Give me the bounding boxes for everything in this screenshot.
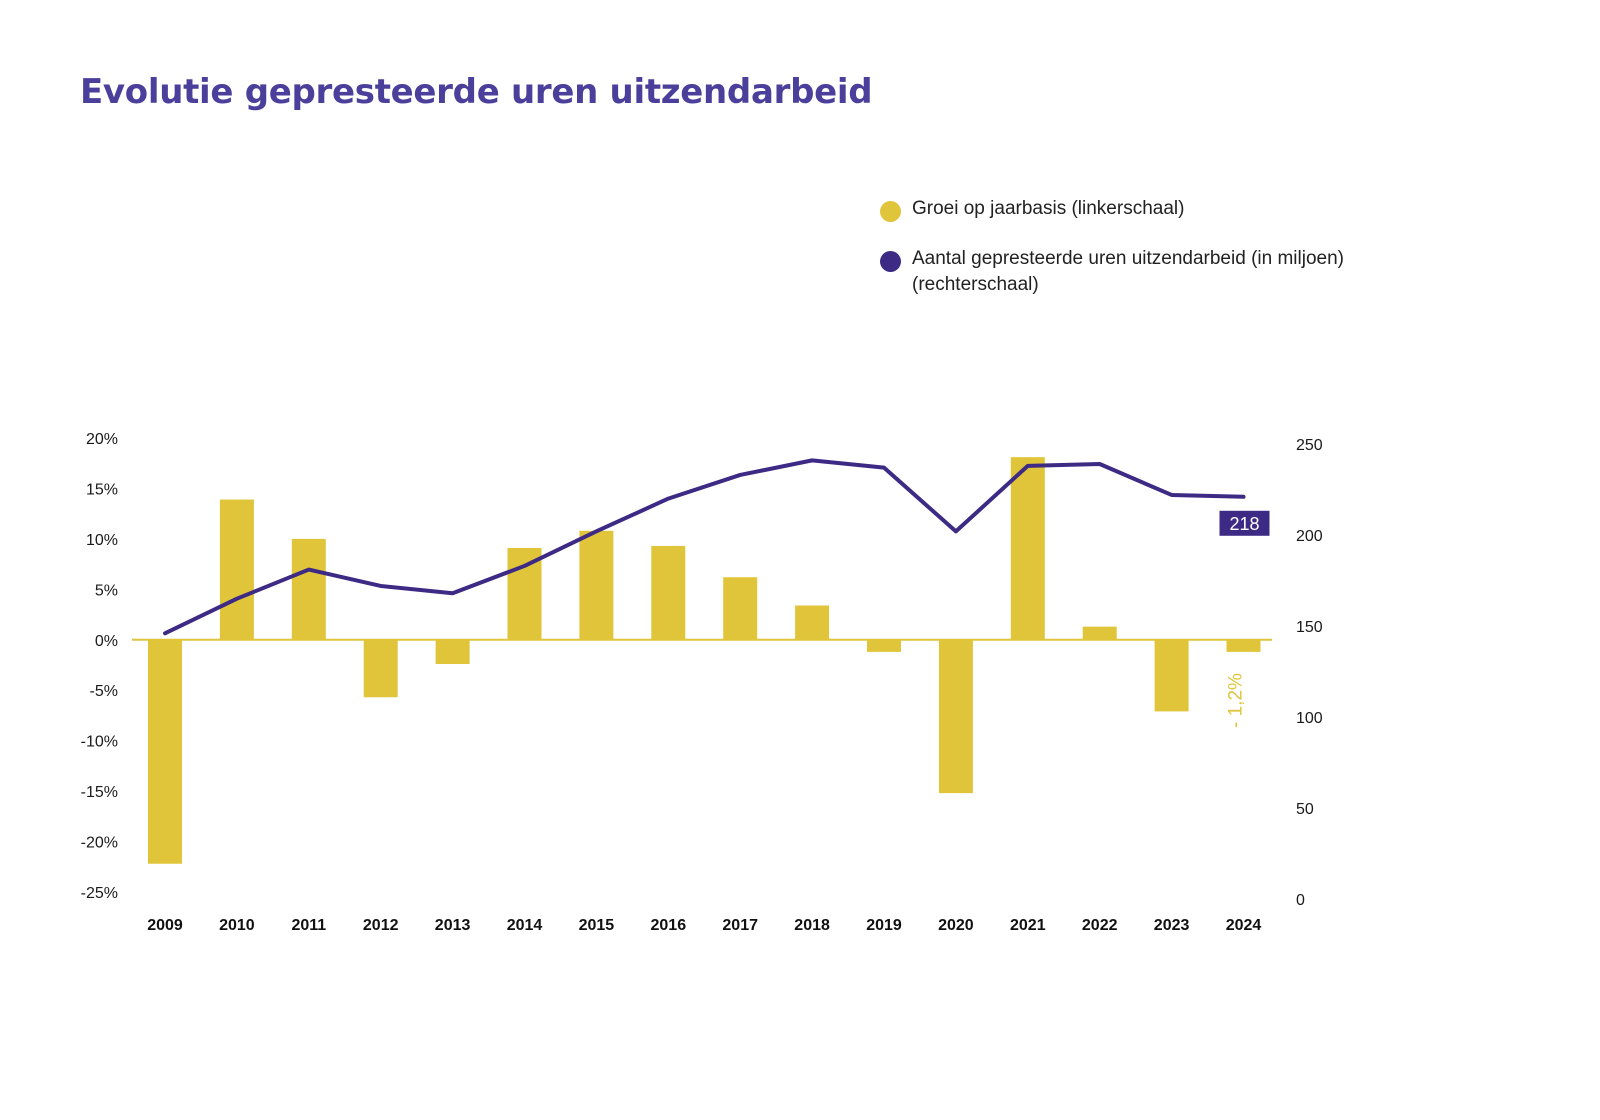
- left-tick-label: -15%: [81, 784, 118, 801]
- x-tick-label-2015: 2015: [579, 917, 615, 934]
- bar-2019: [867, 639, 901, 652]
- x-tick-label-2016: 2016: [651, 917, 687, 934]
- chart-title: Evolutie gepresteerde uren uitzendarbeid: [80, 72, 873, 112]
- right-tick-label: 0: [1296, 892, 1305, 909]
- bar-2022: [1082, 626, 1117, 640]
- left-tick-label: 0%: [95, 633, 118, 650]
- legend-swatch-hours: [880, 251, 901, 272]
- x-tick-label-2012: 2012: [363, 917, 399, 934]
- x-tick-label-2011: 2011: [291, 917, 326, 934]
- x-tick-label-2013: 2013: [435, 917, 471, 934]
- x-tick-label-2017: 2017: [722, 917, 758, 934]
- right-tick-label: 150: [1296, 619, 1323, 636]
- right-tick-label: 200: [1296, 528, 1323, 545]
- bar-2016: [651, 545, 686, 640]
- left-tick-label: 15%: [86, 481, 118, 498]
- x-tick-label-2021: 2021: [1010, 917, 1046, 934]
- legend-item-growth: Groei op jaarbasis (linkerschaal): [880, 196, 1344, 222]
- x-tick-label-2014: 2014: [507, 917, 543, 934]
- right-tick-label: 100: [1296, 710, 1323, 727]
- last-value-label: 218: [1229, 514, 1259, 534]
- x-tick-label-2019: 2019: [866, 917, 902, 934]
- bar-2020: [938, 639, 973, 794]
- bar-2018: [795, 605, 830, 640]
- legend: Groei op jaarbasis (linkerschaal) Aantal…: [880, 196, 1344, 322]
- bar-2012: [363, 639, 398, 698]
- x-tick-label-2022: 2022: [1082, 917, 1118, 934]
- bar-2023: [1154, 639, 1189, 712]
- legend-label-hours-line2: (rechterschaal): [912, 274, 1039, 295]
- legend-item-hours: Aantal gepresteerde uren uitzendarbeid (…: [880, 246, 1344, 298]
- last-value-box: [1219, 510, 1270, 536]
- last-growth-label: - 1,2%: [1226, 673, 1247, 728]
- left-tick-label: -10%: [81, 734, 118, 751]
- left-tick-label: 20%: [86, 431, 118, 448]
- legend-label-hours-line1: Aantal gepresteerde uren uitzendarbeid (…: [912, 248, 1344, 269]
- bar-2015: [579, 530, 614, 640]
- bar-2017: [723, 577, 758, 640]
- x-tick-label-2024: 2024: [1226, 917, 1262, 934]
- x-tick-label-2020: 2020: [938, 917, 974, 934]
- bar-2021: [1010, 457, 1045, 640]
- x-tick-label-2023: 2023: [1154, 917, 1190, 934]
- legend-label-growth: Groei op jaarbasis (linkerschaal): [912, 198, 1185, 219]
- bar-2013: [435, 639, 470, 664]
- left-tick-label: -5%: [90, 683, 118, 700]
- left-tick-label: 5%: [95, 582, 118, 599]
- x-tick-label-2018: 2018: [794, 917, 830, 934]
- left-tick-label: -25%: [81, 885, 118, 902]
- bar-2011: [291, 538, 326, 640]
- legend-swatch-growth: [880, 201, 901, 222]
- bar-2014: [507, 547, 542, 640]
- right-tick-label: 250: [1296, 437, 1323, 454]
- right-tick-label: 50: [1296, 801, 1314, 818]
- left-tick-label: -20%: [81, 835, 118, 852]
- bar-2009: [148, 639, 182, 864]
- hours-line: [163, 458, 1246, 636]
- bar-2024: [1226, 639, 1261, 652]
- x-tick-label-2010: 2010: [219, 917, 255, 934]
- bar-2010: [219, 499, 254, 640]
- left-tick-label: 10%: [86, 532, 118, 549]
- x-tick-label-2009: 2009: [147, 917, 183, 934]
